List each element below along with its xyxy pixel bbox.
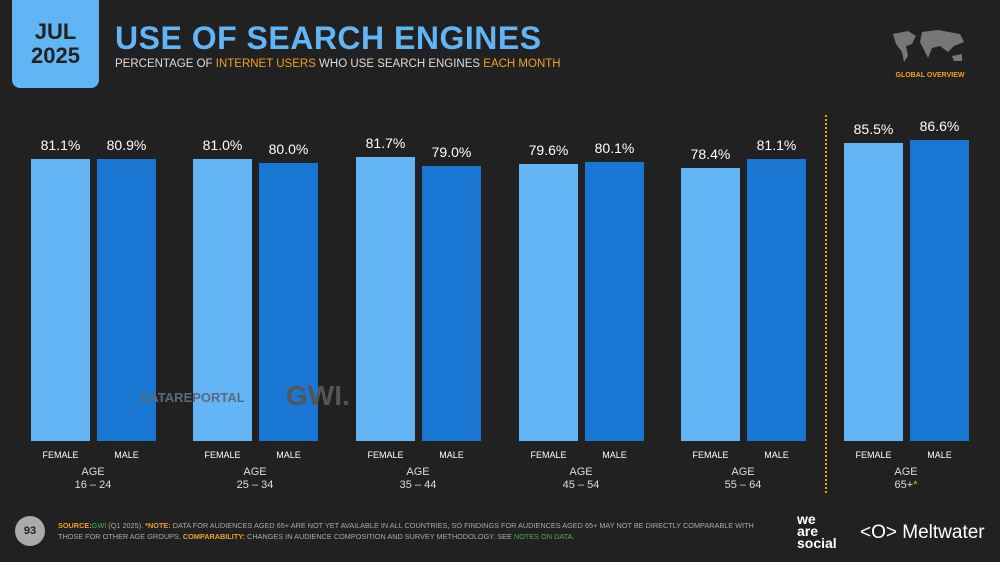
logo-we: we bbox=[797, 511, 816, 527]
note: DATA FOR AUDIENCES AGED 65+ ARE NOT YET … bbox=[58, 521, 754, 541]
logo-social: social bbox=[797, 535, 837, 551]
source: GWI bbox=[91, 521, 107, 530]
notes-on-data-link[interactable]: NOTES ON DATA bbox=[513, 532, 573, 541]
age-range-text: 25 – 34 bbox=[236, 479, 274, 491]
global-overview-label: GLOBAL OVERVIEW bbox=[895, 72, 965, 79]
female-value-label: 85.5% bbox=[853, 121, 894, 138]
female-axis-label: FEMALE bbox=[204, 450, 241, 460]
world-map-icon bbox=[893, 30, 964, 62]
age-group-label: AGE 35 – 44 bbox=[358, 466, 478, 492]
male-value-label: 80.9% bbox=[106, 137, 147, 154]
female-axis-label: FEMALE bbox=[367, 450, 404, 460]
male-axis-label: MALE bbox=[764, 450, 789, 460]
male-axis-label: MALE bbox=[114, 450, 139, 460]
meltwater-icon: <O> bbox=[860, 522, 897, 543]
male-bar bbox=[747, 158, 806, 441]
female-value-label: 81.1% bbox=[40, 136, 81, 153]
age-group-label: AGE 45 – 54 bbox=[521, 466, 641, 492]
male-bar bbox=[585, 162, 644, 441]
meltwater-text: Meltwater bbox=[902, 522, 985, 543]
age-label: AGE bbox=[81, 466, 105, 478]
female-axis-label: FEMALE bbox=[530, 450, 567, 460]
female-bar bbox=[31, 158, 90, 441]
age-range: 25 – 34 bbox=[195, 479, 315, 492]
age-group-label: AGE 25 – 34 bbox=[195, 466, 315, 492]
logo-are: are bbox=[797, 523, 819, 539]
subtitle: PERCENTAGE OF INTERNET USERS WHO USE SEA… bbox=[115, 58, 561, 70]
female-value-label: 81.0% bbox=[202, 137, 243, 154]
note-label: *NOTE: bbox=[145, 521, 171, 530]
source-rest: (Q1 2025). bbox=[106, 521, 146, 530]
age-label: AGE bbox=[406, 466, 430, 478]
age-group-label: AGE 65+* bbox=[846, 466, 966, 492]
female-bar bbox=[844, 143, 903, 441]
male-value-label: 80.1% bbox=[594, 140, 635, 157]
age-range-text: 16 – 24 bbox=[74, 479, 112, 491]
age-range: 35 – 44 bbox=[358, 479, 478, 492]
age-label: AGE bbox=[243, 466, 267, 478]
age-range-text: 35 – 44 bbox=[399, 479, 437, 491]
female-value-label: 78.4% bbox=[690, 146, 731, 163]
female-bar bbox=[193, 159, 252, 441]
male-value-label: 81.1% bbox=[756, 136, 797, 153]
female-axis-label: FEMALE bbox=[855, 450, 892, 460]
female-value-label: 79.6% bbox=[528, 141, 569, 158]
age-range: 55 – 64 bbox=[683, 479, 803, 492]
male-value-label: 80.0% bbox=[268, 140, 309, 157]
comparability-label: COMPARABILITY: bbox=[182, 532, 246, 541]
age-range-text: 65+ bbox=[894, 479, 914, 491]
male-bar bbox=[97, 159, 156, 441]
footer-notes: SOURCE:GWI (Q1 2025). *NOTE: DATA FOR AU… bbox=[58, 520, 778, 542]
male-bar bbox=[259, 162, 318, 441]
male-value-label: 86.6% bbox=[919, 117, 960, 134]
age-label: AGE bbox=[731, 466, 755, 478]
male-axis-label: MALE bbox=[927, 450, 952, 460]
page-title: USE OF SEARCH ENGINES bbox=[115, 20, 542, 56]
source-label: SOURCE: bbox=[58, 521, 92, 530]
age-range-text: 45 – 54 bbox=[562, 479, 600, 491]
age-range: 45 – 54 bbox=[521, 479, 641, 492]
female-bar bbox=[356, 156, 415, 441]
subtitle-part: INTERNET USERS bbox=[215, 58, 316, 70]
female-axis-label: FEMALE bbox=[692, 450, 729, 460]
subtitle-part: WHO USE SEARCH ENGINES bbox=[315, 58, 484, 70]
page-number: 93 bbox=[15, 516, 45, 546]
female-axis-label: FEMALE bbox=[42, 450, 79, 460]
male-bar bbox=[422, 166, 481, 441]
male-axis-label: MALE bbox=[602, 450, 627, 460]
divider-65plus bbox=[825, 115, 827, 493]
comparability: CHANGES IN AUDIENCE COMPOSITION AND SURV… bbox=[245, 532, 514, 541]
male-axis-label: MALE bbox=[276, 450, 301, 460]
age-range: 65+* bbox=[846, 479, 966, 492]
age-label: AGE bbox=[569, 466, 593, 478]
female-value-label: 81.7% bbox=[365, 134, 406, 151]
we-are-social-logo: we are social bbox=[797, 511, 837, 551]
age-range-text: 55 – 64 bbox=[724, 479, 762, 491]
meltwater-logo: <O> Meltwater bbox=[860, 522, 985, 544]
female-bar bbox=[519, 163, 578, 441]
age-star: * bbox=[913, 479, 918, 491]
age-group-label: AGE 55 – 64 bbox=[683, 466, 803, 492]
male-value-label: 79.0% bbox=[431, 144, 472, 161]
subtitle-part: PERCENTAGE OF bbox=[115, 58, 216, 70]
female-bar bbox=[681, 168, 740, 441]
year: 2025 bbox=[31, 43, 80, 68]
male-bar bbox=[910, 139, 969, 441]
male-axis-label: MALE bbox=[439, 450, 464, 460]
month: JUL bbox=[34, 19, 77, 44]
gwi-watermark: GWI. bbox=[286, 380, 350, 411]
age-label: AGE bbox=[894, 466, 918, 478]
datareportal-watermark: DATAREPORTAL bbox=[140, 390, 245, 405]
date-badge: JUL 2025 bbox=[12, 0, 99, 88]
subtitle-part: EACH MONTH bbox=[483, 58, 561, 70]
period: . bbox=[572, 532, 575, 541]
age-group-label: AGE 16 – 24 bbox=[33, 466, 153, 492]
age-range: 16 – 24 bbox=[33, 479, 153, 492]
